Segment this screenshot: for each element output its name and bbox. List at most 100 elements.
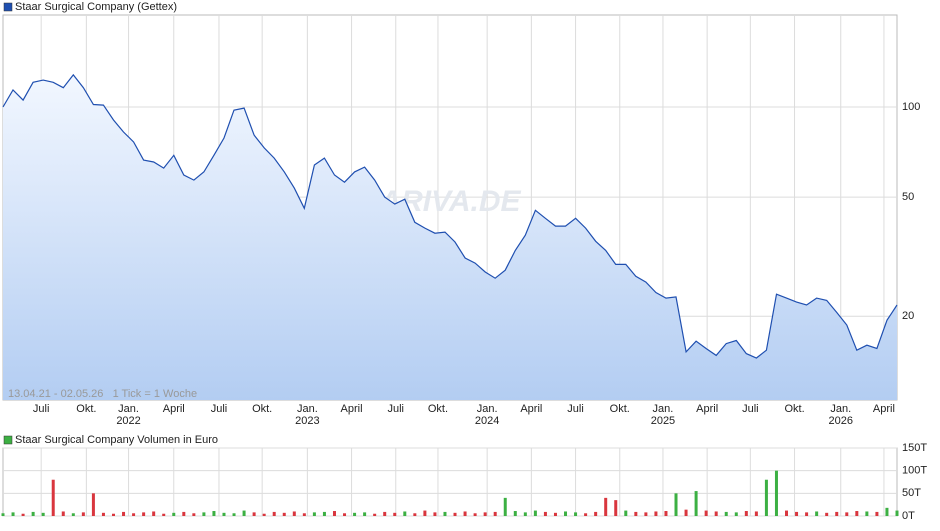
x-tick-label: April	[341, 403, 363, 415]
volume-bar	[805, 512, 809, 516]
x-tick-label: Okt.	[76, 403, 96, 415]
volume-bar	[895, 510, 899, 516]
volume-bar	[513, 511, 517, 516]
volume-bar	[443, 511, 447, 516]
y-tick-label: 100T	[902, 465, 927, 477]
legend-swatch	[3, 2, 13, 12]
volume-bar	[182, 511, 186, 516]
x-tick-label: April	[873, 403, 895, 415]
x-year-label: 2025	[651, 415, 675, 427]
volume-bar	[774, 470, 778, 516]
x-tick-label: Juli	[742, 403, 759, 415]
volume-bar	[634, 511, 638, 516]
x-tick-label: April	[163, 403, 185, 415]
volume-bar	[654, 511, 658, 516]
x-tick-label: April	[696, 403, 718, 415]
volume-bar	[584, 513, 588, 516]
legend-label: Staar Surgical Company (Gettex)	[15, 1, 177, 13]
volume-chart: 0T 50T 100T 150T	[1, 442, 927, 522]
volume-bar	[684, 509, 688, 516]
y-tick-label: 100	[902, 101, 920, 113]
volume-bar	[101, 512, 105, 516]
volume-bar	[393, 512, 397, 516]
volume-bar	[403, 511, 407, 516]
volume-bar	[413, 513, 417, 516]
volume-bar	[734, 512, 738, 516]
volume-bar	[604, 497, 608, 516]
volume-bar	[162, 513, 166, 516]
x-tick-label: Jan.	[477, 403, 498, 415]
volume-bar	[1, 513, 5, 516]
volume-bar	[312, 512, 316, 516]
volume-bar	[815, 511, 819, 516]
volume-bar	[704, 510, 708, 516]
volume-bar	[644, 512, 648, 516]
x-tick-label: Jan.	[297, 403, 318, 415]
volume-bar	[212, 511, 216, 516]
volume-bar	[31, 511, 35, 516]
volume-bar	[564, 511, 568, 516]
volume-bar	[433, 512, 437, 516]
volume-bar	[292, 511, 296, 516]
volume-bar	[272, 511, 276, 516]
volume-bar	[71, 513, 75, 516]
x-year-label: 2022	[116, 415, 140, 427]
volume-bar	[664, 511, 668, 516]
volume-bar	[202, 512, 206, 516]
volume-bar	[543, 511, 547, 516]
legend-label: Staar Surgical Company Volumen in Euro	[15, 434, 218, 446]
x-tick-label: Okt.	[252, 403, 272, 415]
volume-bar	[483, 512, 487, 516]
volume-bar	[795, 511, 799, 516]
volume-bar	[322, 511, 326, 516]
volume-bar	[353, 512, 357, 516]
volume-bar	[132, 513, 136, 516]
volume-bar	[463, 511, 467, 516]
volume-bar	[51, 479, 55, 516]
volume-bar	[523, 512, 527, 516]
plot-area	[2, 447, 898, 517]
volume-bar	[81, 512, 85, 516]
volume-bar	[835, 511, 839, 516]
volume-bar	[242, 510, 246, 516]
volume-bar	[383, 511, 387, 516]
x-tick-label: Juli	[33, 403, 50, 415]
volume-bar	[875, 511, 879, 516]
y-tick-label: 50	[902, 191, 914, 203]
volume-bar	[533, 510, 537, 516]
volume-bar	[674, 493, 678, 516]
volume-bar	[493, 511, 497, 516]
range-note: 13.04.21 - 02.05.26 1 Tick = 1 Woche	[8, 388, 197, 400]
x-tick-label: Jan.	[118, 403, 139, 415]
price-line	[2, 73, 898, 359]
volume-bar	[142, 512, 146, 516]
volume-bar	[222, 512, 226, 516]
volume-bar	[332, 511, 336, 516]
volume-bar	[232, 513, 236, 516]
volume-bar	[503, 497, 507, 516]
volume-bar	[363, 512, 367, 516]
x-year-label: 2026	[829, 415, 853, 427]
x-year-label: 2023	[295, 415, 319, 427]
volume-bar	[453, 512, 457, 516]
volume-bar	[41, 512, 45, 516]
x-tick-label: Juli	[567, 403, 584, 415]
volume-bar	[694, 491, 698, 516]
volume-bar	[855, 511, 859, 516]
volume-bar	[423, 510, 427, 516]
volume-bar	[302, 513, 306, 516]
price-chart: Juli Okt. Jan. April Juli Okt. Jan. April Juli Ok…	[2, 14, 920, 427]
volume-bar	[553, 512, 557, 516]
volume-bar	[343, 513, 347, 516]
volume-bar	[122, 511, 126, 516]
legend-swatch	[3, 435, 13, 445]
x-tick-label: Juli	[387, 403, 404, 415]
x-year-label: 2024	[475, 415, 499, 427]
volume-bar	[172, 512, 176, 516]
volume-bar	[594, 511, 598, 516]
volume-bar	[152, 511, 156, 516]
volume-bar	[624, 510, 628, 516]
x-tick-label: Okt.	[784, 403, 804, 415]
